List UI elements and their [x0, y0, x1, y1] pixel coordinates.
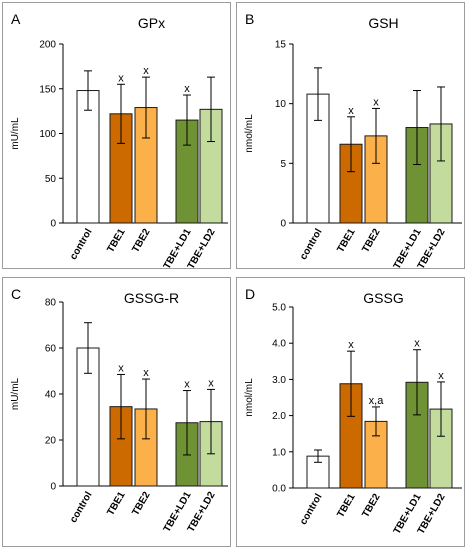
- y-tick-label: 20: [45, 436, 57, 447]
- y-tick-label: 0: [280, 219, 286, 230]
- significance-mark: x: [348, 105, 354, 117]
- chart-panel-a: A GPxmU/mL050100150200controlxTBE1xTBE2xT…: [2, 2, 231, 271]
- y-tick-label: 1.0: [272, 447, 286, 458]
- y-axis-label: mU/mL: [10, 377, 21, 410]
- panel-letter: A: [11, 11, 21, 27]
- panel-letter: D: [245, 286, 255, 302]
- significance-mark: x: [208, 377, 214, 389]
- significance-mark: x: [143, 367, 149, 379]
- y-tick-label: 15: [275, 40, 287, 51]
- panel-letter: B: [245, 11, 254, 27]
- y-tick-label: 0.0: [272, 484, 286, 495]
- chart-title: GSSG-R: [124, 290, 179, 306]
- chart-title: GSSG: [363, 290, 403, 306]
- y-tick-label: 2.0: [272, 411, 286, 422]
- y-tick-label: 10: [275, 99, 287, 110]
- y-tick-label: 5: [280, 159, 286, 170]
- y-tick-label: 3.0: [272, 375, 286, 386]
- y-tick-label: 4.0: [272, 339, 286, 350]
- significance-mark: x: [143, 65, 149, 77]
- y-tick-label: 60: [45, 344, 57, 355]
- y-tick-label: 0: [50, 219, 56, 230]
- significance-mark: x: [373, 96, 379, 108]
- significance-mark: x: [184, 83, 190, 95]
- y-tick-label: 100: [39, 129, 56, 140]
- panel-letter: C: [11, 286, 21, 302]
- chart-title: GSH: [368, 15, 398, 31]
- chart-title: GPx: [138, 15, 165, 31]
- chart-panel-d: D GSSGnmol/mL0.01.02.03.04.05.0controlxTB…: [236, 277, 465, 547]
- significance-mark: x: [184, 379, 190, 391]
- y-tick-label: 150: [39, 84, 56, 95]
- y-axis-label: nmol/mL: [244, 114, 255, 153]
- significance-mark: x,a: [369, 395, 385, 407]
- significance-mark: x: [438, 370, 444, 382]
- y-axis-label: nmol/mL: [244, 378, 255, 417]
- chart-panel-c: C GSSG-RmU/mL020406080controlxTBE1xTBE2xT…: [2, 277, 231, 547]
- y-tick-label: 50: [45, 174, 57, 185]
- significance-mark: x: [118, 72, 124, 84]
- y-tick-label: 40: [45, 390, 57, 401]
- y-tick-label: 5.0: [272, 303, 286, 314]
- y-tick-label: 0: [50, 482, 56, 493]
- significance-mark: x: [348, 339, 354, 351]
- significance-mark: x: [118, 362, 124, 374]
- y-tick-label: 80: [45, 298, 57, 309]
- y-axis-label: mU/mL: [10, 117, 21, 150]
- significance-mark: x: [414, 338, 420, 350]
- y-tick-label: 200: [39, 40, 56, 51]
